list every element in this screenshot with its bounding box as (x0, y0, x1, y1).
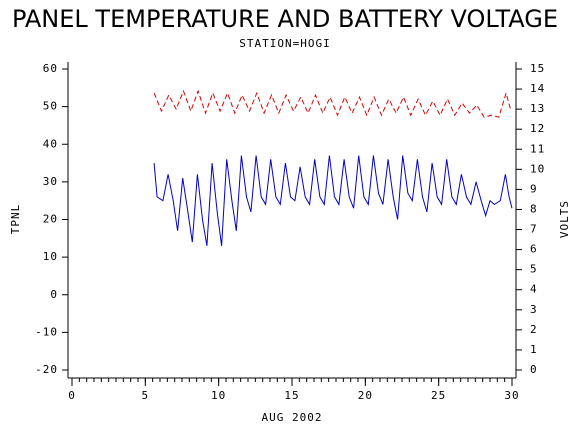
y-tick-label: 50 (43, 100, 58, 113)
y-axis-label: TPNL (9, 204, 22, 235)
chart-subtitle: STATION=HOGI (239, 37, 330, 50)
chart-title: PANEL TEMPERATURE AND BATTERY VOLTAGE (12, 5, 558, 33)
y2-tick-label: 6 (530, 243, 538, 256)
y2-tick-label: 5 (530, 263, 538, 276)
y-tick-label: 60 (43, 62, 58, 75)
x-tick-label: 30 (504, 389, 519, 402)
y-tick-label: 20 (43, 213, 58, 226)
y2-tick-label: 1 (530, 343, 538, 356)
y2-tick-label: 0 (530, 363, 538, 376)
data-line (153, 89, 511, 118)
y2-tick-label: 12 (530, 122, 545, 135)
y2-tick-label: 11 (530, 142, 545, 155)
x-axis-label: AUG 2002 (262, 411, 323, 424)
y-tick-label: -20 (35, 363, 58, 376)
y2-tick-label: 7 (530, 223, 538, 236)
y-tick-label: -10 (35, 325, 58, 338)
y2-tick-label: 9 (530, 182, 538, 195)
y2-tick-label: 13 (530, 102, 545, 115)
data-line (153, 155, 513, 246)
y2-tick-label: 2 (530, 323, 538, 336)
y-tick-label: 40 (43, 137, 58, 150)
y2-tick-label: 4 (530, 283, 538, 296)
y2-tick-label: 10 (530, 162, 545, 175)
y2-tick-label: 3 (530, 303, 538, 316)
x-tick-label: 0 (68, 389, 76, 402)
x-tick-label: 15 (284, 389, 299, 402)
y-tick-label: 0 (50, 288, 58, 301)
y2-axis-label: VOLTS (558, 200, 570, 238)
y-tick-label: 30 (43, 175, 58, 188)
x-tick-label: 10 (211, 389, 226, 402)
y2-tick-label: 15 (530, 62, 545, 75)
x-tick-label: 20 (358, 389, 373, 402)
x-tick-label: 5 (142, 389, 150, 402)
y-tick-label: 10 (43, 250, 58, 263)
x-tick-label: 25 (431, 389, 446, 402)
y2-tick-label: 8 (530, 202, 538, 215)
y2-tick-label: 14 (530, 82, 545, 95)
